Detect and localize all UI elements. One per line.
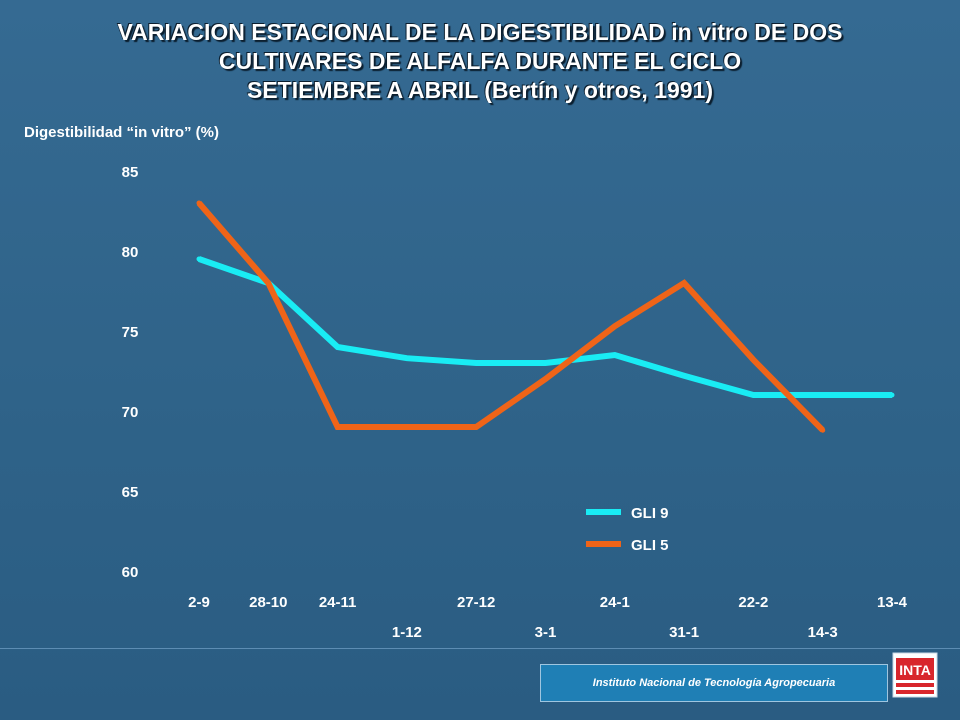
y-tick-label: 85 [122,164,139,181]
x-tick-label: 1-12 [392,624,422,641]
data-point-gli5 [404,424,410,430]
data-point-gli5 [820,427,826,433]
series-lines [196,200,895,433]
data-point-gli5 [265,280,271,286]
x-axis-ticks: 2-9 28-10 24-11 1-12 27-12 3-1 24-1 31-1 22-2 14-… [188,594,908,641]
chart-title: VARIACION ESTACIONAL DE LA DIGESTIBILIDA… [0,18,960,105]
x-tick-label: 31-1 [669,624,699,641]
x-tick-label: 22-2 [738,594,768,611]
legend: GLI 9 GLI 5 [586,505,669,554]
data-point-gli9 [612,352,618,358]
title-line-2: CULTIVARES DE ALFALFA DURANTE EL CICLO [218,48,742,74]
inta-logo: INTA [892,652,938,698]
x-tick-label: 3-1 [535,624,557,641]
data-point-gli9 [404,355,410,361]
x-tick-label: 14-3 [808,624,838,641]
data-point-gli9 [681,373,687,379]
y-tick-label: 80 [122,244,139,261]
data-point-gli9 [750,392,756,398]
y-tick-label: 65 [122,484,139,501]
data-point-gli5 [681,280,687,286]
data-point-gli5 [473,424,479,430]
data-point-gli9 [473,360,479,366]
institution-banner: Instituto Nacional de Tecnología Agropec… [540,664,888,702]
title-line-1: VARIACION ESTACIONAL DE LA DIGESTIBILIDA… [117,19,843,45]
line-chart: 85 80 75 70 65 60 2-9 28-10 24-11 1-12 27-12 3-1 24… [122,164,908,641]
legend-label-gli9: GLI 9 [631,505,669,522]
y-tick-label: 60 [122,564,139,581]
series-line-gli5 [196,201,825,433]
x-tick-label: 24-11 [319,594,357,611]
series-line-gli9 [198,256,892,398]
data-point-gli5 [543,376,548,382]
x-tick-label: 28-10 [249,594,287,611]
data-point-gli9 [820,392,826,398]
svg-text:INTA: INTA [899,662,931,678]
data-point-gli5 [750,357,756,363]
y-tick-label: 70 [122,404,139,421]
legend-label-gli5: GLI 5 [631,537,669,554]
data-point-gli5 [612,323,618,329]
data-point-gli9 [889,392,895,398]
y-axis-label: Digestibilidad “in vitro” (%) [24,124,220,141]
y-tick-label: 75 [122,324,139,341]
data-point-gli5 [335,424,341,430]
data-point-gli9 [543,360,548,366]
x-tick-label: 13-4 [877,594,908,611]
data-point-gli9 [196,256,202,262]
x-tick-label: 27-12 [457,594,495,611]
x-tick-label: 24-1 [600,594,630,611]
x-tick-label: 2-9 [188,594,210,611]
data-point-gli9 [335,344,341,350]
title-line-3: SETIEMBRE A ABRIL (Bertín y otros, 1991) [246,77,714,103]
data-point-gli5 [196,200,202,206]
footer-divider [0,648,960,649]
y-axis-ticks: 85 80 75 70 65 60 [122,164,139,581]
